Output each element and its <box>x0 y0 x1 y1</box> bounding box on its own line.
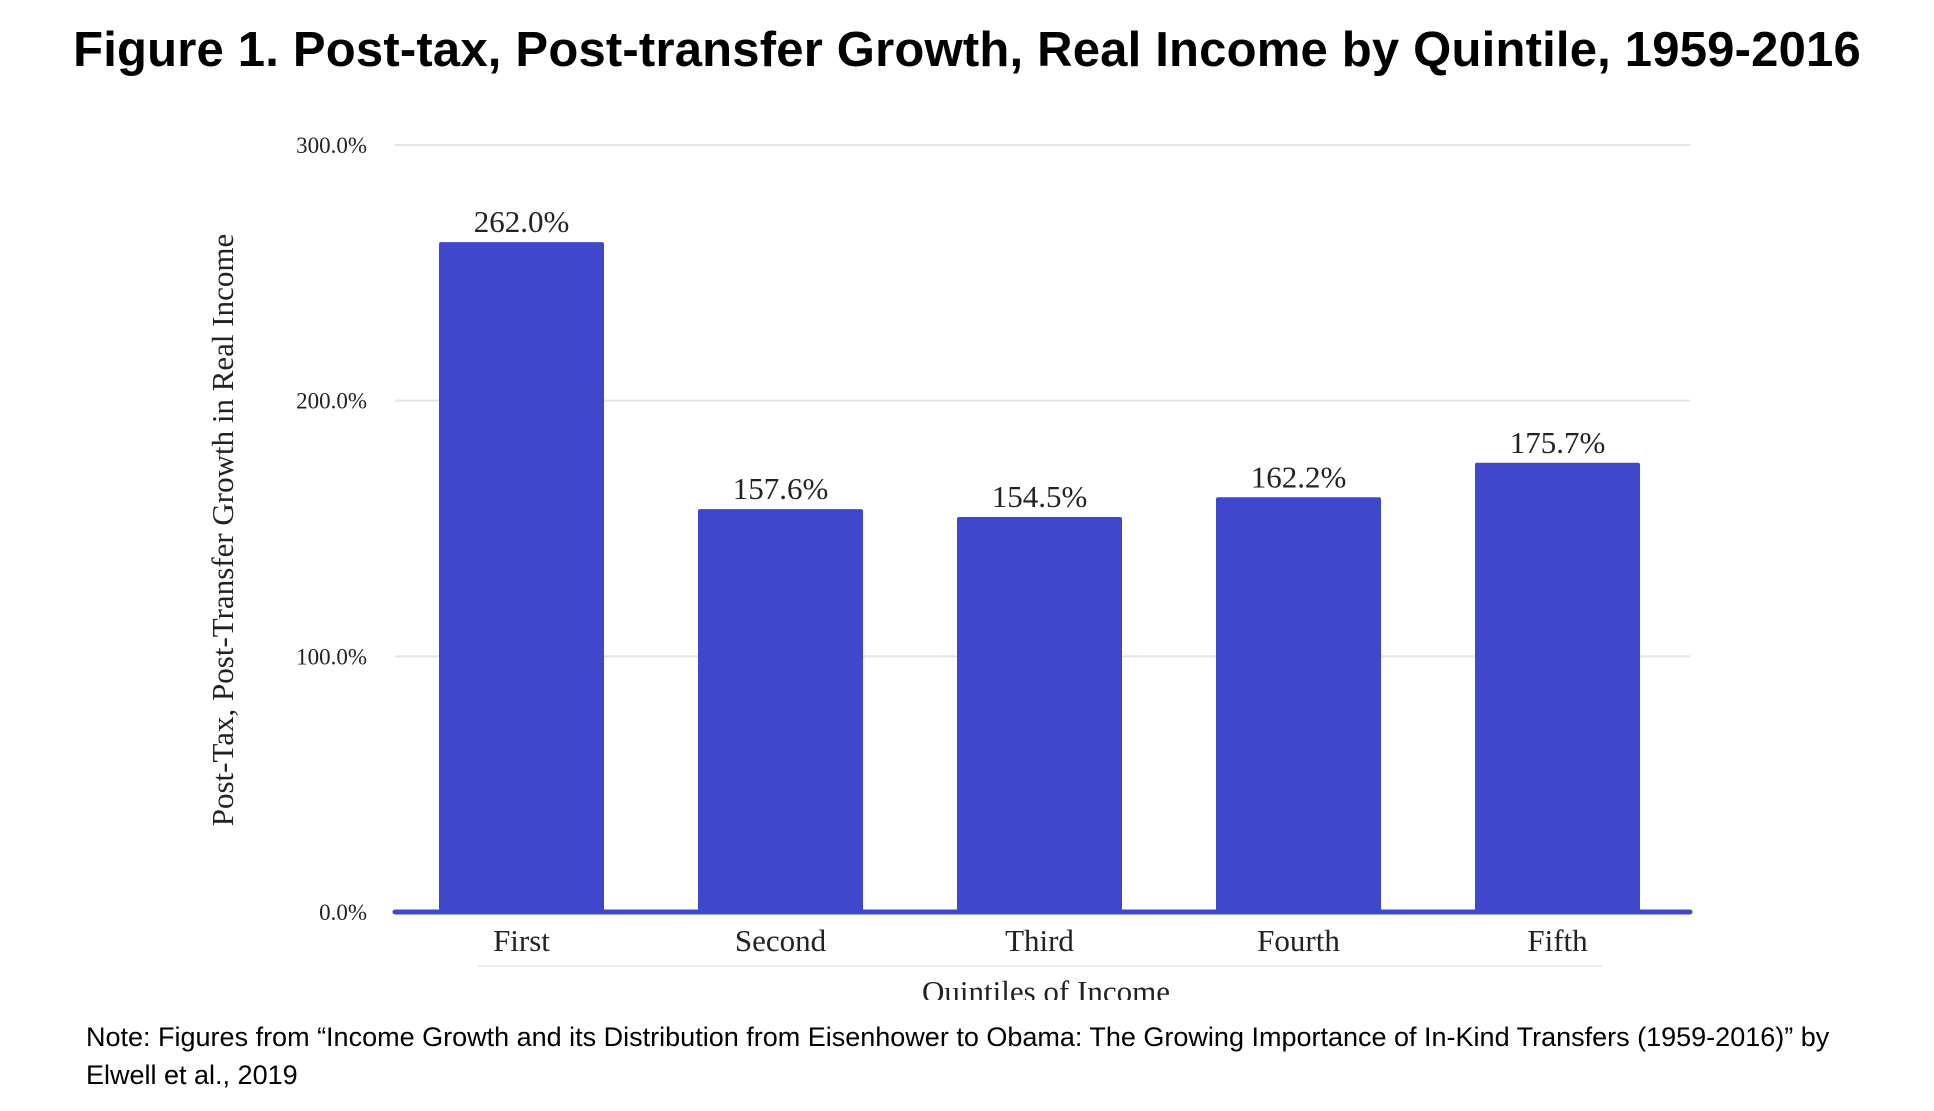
bar <box>1475 462 1640 912</box>
data-label: 157.6% <box>733 471 829 506</box>
bars: 262.0% 157.6% 154.5% 162.2% 175.7% <box>439 204 1640 913</box>
bar-chart: 0.0% 100.0% 200.0% 300.0% 262.0% 157.6% 154.5… <box>205 133 1693 1000</box>
x-axis-ticks: First Second Third Fourth Fifth <box>493 923 1588 958</box>
x-tick-label: Fifth <box>1527 923 1588 958</box>
bar <box>957 516 1122 912</box>
data-label: 262.0% <box>474 204 570 239</box>
x-tick-label: Second <box>735 923 827 958</box>
x-axis-title: Quintiles of Income <box>922 974 1170 1000</box>
y-tick-label: 300.0% <box>296 133 367 158</box>
bar <box>439 242 604 913</box>
y-tick-label: 200.0% <box>296 389 367 414</box>
data-label: 154.5% <box>992 479 1088 514</box>
x-tick-label: Third <box>1005 923 1074 958</box>
data-label: 175.7% <box>1510 425 1606 460</box>
y-tick-label: 0.0% <box>319 900 367 925</box>
bar <box>698 509 863 912</box>
y-axis-ticks: 0.0% 100.0% 200.0% 300.0% <box>296 133 367 925</box>
x-tick-label: First <box>493 923 550 958</box>
bar <box>1216 497 1381 912</box>
y-tick-label: 100.0% <box>296 644 367 669</box>
x-tick-label: Fourth <box>1257 923 1340 958</box>
figure-title: Figure 1. Post-tax, Post-transfer Growth… <box>73 23 1861 77</box>
source-note: Note: Figures from “Income Growth and it… <box>86 1022 1830 1090</box>
data-label: 162.2% <box>1251 459 1347 494</box>
y-axis-title: Post-Tax, Post-Transfer Growth in Real I… <box>205 234 240 827</box>
